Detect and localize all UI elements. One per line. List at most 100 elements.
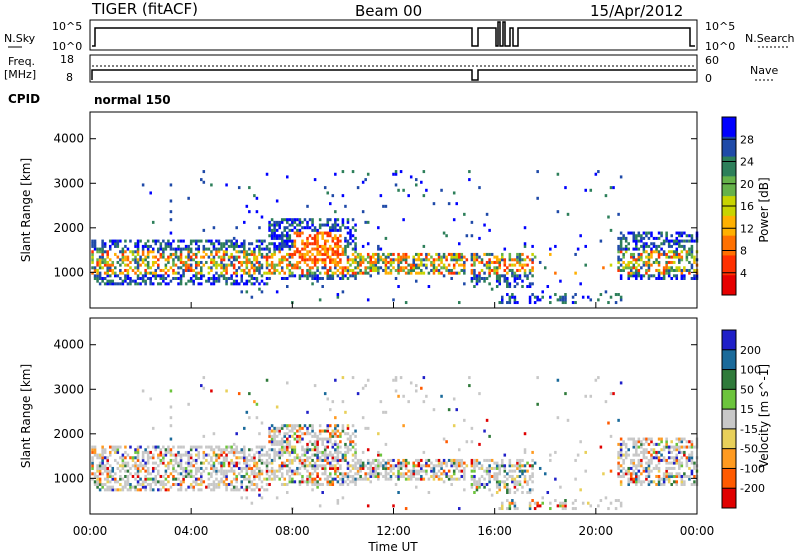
power-cell bbox=[215, 279, 218, 283]
power-cell bbox=[207, 271, 211, 275]
power-cell bbox=[642, 247, 646, 251]
velocity-cell bbox=[574, 477, 577, 481]
velocity-cell bbox=[392, 466, 395, 470]
power-cell bbox=[445, 268, 448, 272]
power-cell bbox=[485, 260, 489, 264]
velocity-cell bbox=[417, 461, 421, 465]
power-cell bbox=[227, 255, 231, 259]
power-cell bbox=[222, 250, 226, 254]
velocity-cell bbox=[308, 456, 312, 460]
power-cell bbox=[275, 268, 279, 272]
velocity-cell bbox=[349, 480, 352, 484]
velocity-cell bbox=[675, 456, 679, 460]
power-cell bbox=[149, 276, 152, 280]
power-cell bbox=[101, 252, 104, 256]
power-cell bbox=[245, 271, 249, 275]
velocity-cell bbox=[230, 469, 233, 473]
power-cell bbox=[235, 279, 238, 283]
power-cell bbox=[627, 260, 630, 264]
velocity-cell bbox=[528, 501, 532, 505]
power-cell bbox=[298, 228, 302, 232]
power-cell bbox=[650, 247, 653, 251]
velocity-cell bbox=[430, 469, 433, 473]
velocity-cell bbox=[217, 453, 221, 457]
velocity-cell bbox=[253, 400, 256, 404]
power-cell bbox=[240, 290, 244, 294]
power-cell bbox=[235, 271, 238, 275]
power-cell bbox=[96, 260, 99, 264]
power-cell bbox=[420, 252, 423, 256]
power-cell bbox=[273, 271, 276, 275]
power-cell bbox=[341, 170, 345, 174]
velocity-cell bbox=[179, 480, 183, 484]
velocity-cell bbox=[511, 501, 514, 505]
power-cell bbox=[619, 244, 623, 248]
power-cell bbox=[114, 252, 117, 256]
power-cell bbox=[202, 250, 206, 254]
velocity-cell bbox=[141, 482, 145, 486]
velocity-cell bbox=[652, 456, 656, 460]
power-cell bbox=[635, 268, 638, 272]
velocity-cell bbox=[189, 445, 193, 449]
power-cell bbox=[334, 252, 337, 256]
power-cell bbox=[301, 268, 304, 272]
velocity-cell bbox=[296, 434, 299, 438]
velocity-cell bbox=[506, 507, 509, 511]
velocity-cell bbox=[141, 480, 145, 484]
velocity-cell bbox=[660, 437, 663, 441]
power-cell bbox=[657, 274, 661, 278]
velocity-cell bbox=[177, 461, 180, 465]
power-cell bbox=[303, 218, 307, 222]
velocity-cell bbox=[457, 507, 461, 511]
power-cell bbox=[298, 220, 302, 224]
power-cell bbox=[447, 263, 451, 267]
power-cell bbox=[187, 263, 190, 267]
velocity-cell bbox=[237, 456, 241, 460]
power-cell bbox=[655, 247, 658, 251]
power-cell bbox=[96, 250, 99, 254]
power-cell bbox=[313, 242, 317, 246]
power-cell bbox=[263, 239, 266, 243]
power-cell bbox=[521, 263, 524, 267]
power-cell bbox=[369, 274, 373, 278]
power-cell bbox=[184, 247, 188, 251]
power-cell bbox=[255, 279, 259, 283]
velocity-cell bbox=[645, 469, 648, 473]
velocity-cell bbox=[483, 429, 486, 433]
power-cell bbox=[667, 274, 671, 278]
velocity-cell bbox=[450, 461, 453, 465]
power-cell bbox=[187, 252, 190, 256]
velocity-cell bbox=[463, 418, 466, 422]
power-cell bbox=[457, 263, 461, 267]
power-cell bbox=[91, 250, 94, 254]
power-cell bbox=[205, 247, 208, 251]
power-cell bbox=[346, 242, 350, 246]
power-cell bbox=[232, 279, 236, 283]
power-cell bbox=[230, 244, 233, 248]
velocity-cell bbox=[318, 432, 322, 436]
velocity-cell bbox=[354, 482, 357, 486]
velocity-cell bbox=[248, 477, 251, 481]
power-cell bbox=[131, 250, 135, 254]
velocity-cell bbox=[164, 464, 168, 468]
velocity-cell bbox=[344, 450, 347, 454]
power-cell bbox=[450, 271, 453, 275]
velocity-cell bbox=[169, 472, 173, 476]
power-cell bbox=[258, 266, 261, 270]
power-cell bbox=[389, 252, 393, 256]
power-cell bbox=[647, 258, 651, 262]
power-cell bbox=[296, 223, 299, 227]
velocity-cell bbox=[470, 440, 474, 444]
power-cell bbox=[114, 282, 117, 286]
velocity-cell bbox=[194, 480, 198, 484]
power-cell bbox=[126, 247, 130, 251]
velocity-cell bbox=[414, 469, 418, 473]
freq-trace bbox=[91, 69, 696, 81]
power-cell bbox=[116, 244, 120, 248]
velocity-cell bbox=[235, 480, 238, 484]
velocity-cell bbox=[351, 424, 355, 428]
velocity-cell bbox=[402, 464, 405, 468]
velocity-cell bbox=[538, 504, 542, 508]
power-cell bbox=[635, 271, 638, 275]
velocity-cell bbox=[288, 477, 292, 481]
